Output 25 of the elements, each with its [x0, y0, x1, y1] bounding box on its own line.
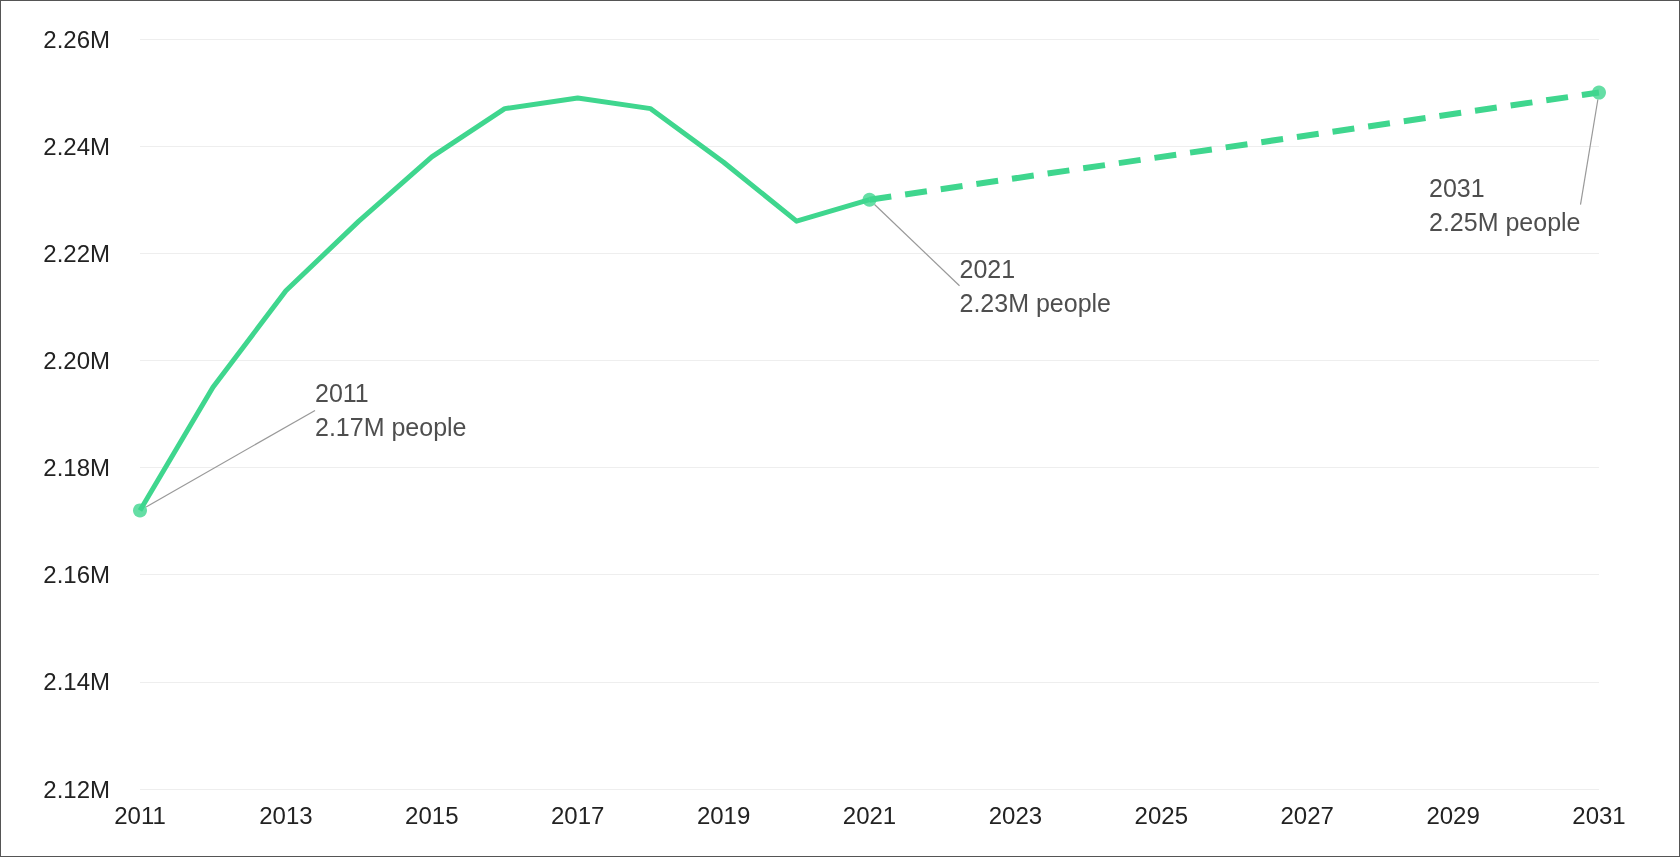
y-tick-label: 2.22M [43, 239, 110, 267]
annotation: 2021 2.23M people [959, 254, 1112, 317]
point [862, 192, 877, 207]
y-tick-label: 2.24M [43, 132, 110, 160]
y-tick-label: 2.18M [43, 454, 110, 482]
x-tick-label: 2025 [1134, 801, 1188, 829]
annotation: 2011 2.17M people [315, 379, 467, 442]
x-tick-label: 2021 [842, 801, 897, 829]
y-tick-label: 2.12M [43, 775, 110, 803]
x-tick-label: 2011 [114, 801, 166, 829]
x-tick-label: 2023 [988, 801, 1043, 829]
point [133, 503, 147, 518]
x-tick-label: 2031 [1572, 801, 1626, 829]
x-tick-label: 2015 [405, 801, 459, 829]
x-tick-label: 2013 [259, 801, 313, 829]
x-tick-label: 2019 [696, 801, 751, 829]
x-tick-label: 2017 [551, 801, 605, 829]
x-tick-label: 2027 [1280, 801, 1334, 829]
annotation: 2031 2.25M people [1429, 173, 1581, 236]
x-tick-label: 2029 [1426, 801, 1480, 829]
y-tick-label: 2.14M [43, 668, 110, 696]
y-tick-label: 2.16M [43, 561, 110, 589]
point [1592, 85, 1606, 100]
y-tick-label: 2.26M [43, 25, 110, 53]
y-tick-label: 2.20M [43, 346, 110, 374]
